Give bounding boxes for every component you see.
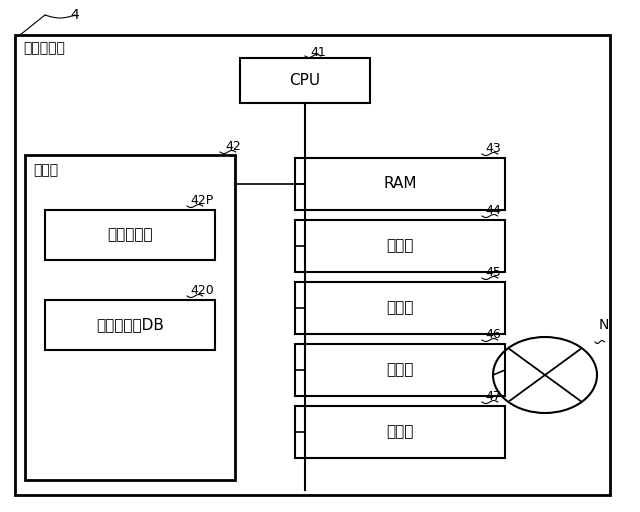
Text: プログラム: プログラム (107, 227, 153, 243)
Text: 記憶部: 記憶部 (33, 163, 58, 177)
Text: 計時部: 計時部 (387, 424, 413, 439)
Text: 表示部: 表示部 (387, 301, 413, 315)
Text: 420: 420 (190, 284, 214, 297)
Text: 44: 44 (485, 204, 500, 217)
Text: CPU: CPU (289, 73, 321, 88)
Text: 42P: 42P (190, 194, 213, 207)
Text: 45: 45 (485, 266, 501, 279)
Text: 47: 47 (485, 390, 501, 403)
Text: 43: 43 (485, 142, 500, 155)
Text: 入力部: 入力部 (387, 239, 413, 253)
Text: 46: 46 (485, 328, 500, 341)
Text: サーバ装置: サーバ装置 (23, 41, 65, 55)
Bar (240, 58, 370, 103)
Bar (295, 406, 505, 458)
Text: 42: 42 (225, 140, 241, 153)
Text: 4: 4 (70, 8, 79, 22)
Bar (295, 282, 505, 334)
Text: N: N (599, 318, 609, 332)
Text: 41: 41 (310, 46, 326, 59)
Text: コンテンツDB: コンテンツDB (96, 317, 164, 332)
Text: 通信部: 通信部 (387, 362, 413, 377)
Bar (45, 300, 215, 350)
Bar (45, 210, 215, 260)
Bar (25, 155, 235, 480)
Bar (295, 344, 505, 396)
Bar (15, 35, 610, 495)
Bar (295, 220, 505, 272)
Bar (295, 158, 505, 210)
Text: RAM: RAM (383, 177, 417, 191)
